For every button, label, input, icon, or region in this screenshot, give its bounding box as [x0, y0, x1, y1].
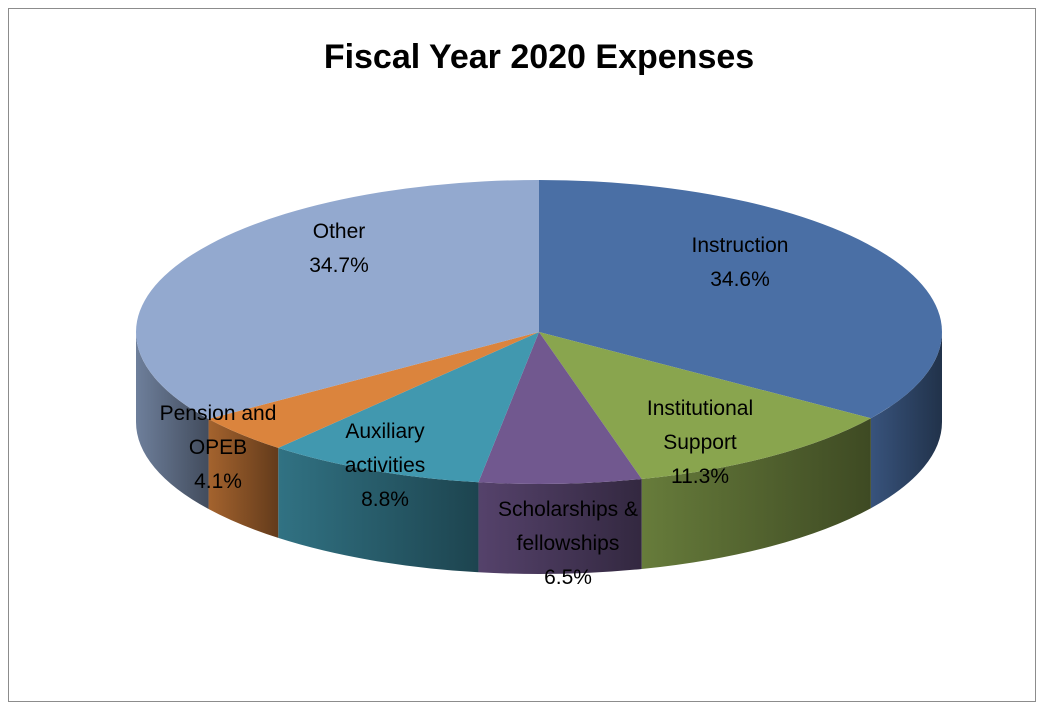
slice-label: activities — [345, 454, 426, 477]
slice-value-label: 11.3% — [671, 465, 729, 488]
pie-sides — [136, 332, 942, 574]
slice — [539, 332, 871, 479]
slice — [478, 332, 642, 484]
slice — [136, 180, 539, 420]
slice-value-label: 4.1% — [194, 470, 242, 493]
slice-value-label: 8.8% — [361, 488, 409, 511]
slice — [539, 180, 943, 419]
slice-side — [870, 332, 942, 509]
slice-side — [478, 478, 642, 574]
slice-side — [208, 419, 279, 538]
slice-side — [641, 418, 871, 569]
pie-labels: Instruction 34.6% Institutional Support 11.3… — [160, 220, 789, 589]
slice-value-label: 34.6% — [710, 268, 770, 291]
slice-label: Scholarships & — [498, 498, 638, 521]
slice-side — [278, 447, 479, 573]
slice-label: fellowships — [517, 532, 620, 555]
slice-side — [136, 332, 209, 510]
pie-tops — [136, 180, 943, 484]
chart-title: Fiscal Year 2020 Expenses — [323, 38, 755, 76]
slice-value-label: 6.5% — [544, 566, 592, 589]
slice-label: Other — [313, 220, 366, 243]
slice-label: Instruction — [692, 234, 789, 257]
slice-label: OPEB — [189, 436, 247, 459]
slice — [208, 332, 539, 448]
slice-label: Support — [663, 431, 737, 454]
slice-label: Institutional — [647, 397, 753, 420]
slice-value-label: 34.7% — [309, 254, 369, 277]
slice-label: Auxiliary — [345, 420, 425, 443]
slice — [278, 332, 539, 483]
slice-label: Pension and — [160, 402, 277, 425]
